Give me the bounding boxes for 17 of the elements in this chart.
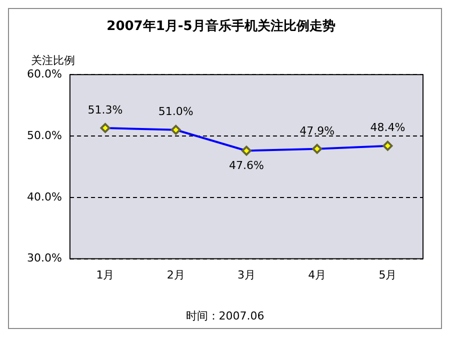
data-label: 47.6% (228, 159, 264, 172)
y-tick-label: 30.0% (26, 252, 62, 265)
text: 时间：2007.06 (186, 309, 264, 322)
x-tick-label: 5月 (378, 268, 397, 282)
y-tick-label: 40.0% (26, 190, 62, 204)
data-label: 51.3% (88, 103, 123, 116)
chart-title: 2007年1月-5月音乐手机关注比例走势 (106, 18, 336, 34)
data-label: 51.0% (158, 105, 194, 118)
x-tick-label: 4月 (308, 268, 326, 282)
y-tick-label: 50.0% (26, 128, 62, 142)
x-tick-label: 3月 (237, 268, 256, 282)
y-tick-label: 60.0% (26, 67, 62, 80)
x-tick-label: 1月 (96, 268, 114, 282)
x-tick-label: 2月 (166, 268, 185, 282)
data-label: 48.4% (370, 121, 406, 134)
y-axis-title: 关注比例 (31, 54, 75, 67)
data-label: 47.9% (300, 124, 335, 138)
